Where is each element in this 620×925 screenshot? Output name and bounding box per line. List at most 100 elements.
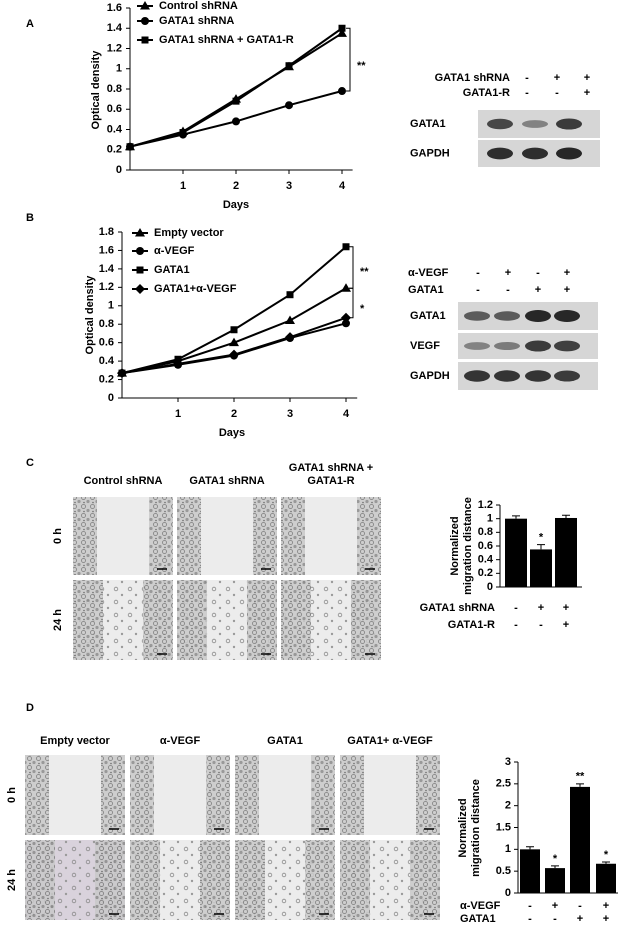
condition-sign: + [563,619,569,631]
column-title: GATA1 [267,735,303,747]
condition-sign: + [584,87,590,99]
panel-label: D [26,702,34,714]
legend-marker [135,228,145,237]
y-tick-label: 1.5 [496,821,511,833]
condition-label: GATA1 shRNA [435,72,510,84]
y-tick-label: 0.6 [107,103,122,115]
legend-label: GATA1+α-VEGF [154,283,237,295]
error-bar [562,514,570,518]
bar [520,849,540,893]
legend-marker [136,266,144,274]
cell-edge [305,840,335,920]
blot-band [487,147,513,160]
data-point [338,24,346,32]
error-bar [512,515,520,519]
y-tick-label: 0.2 [478,567,493,579]
x-tick-label: 4 [343,408,350,420]
blot-band [494,370,520,382]
cell-edge [235,755,259,835]
error-bar [551,865,559,869]
condition-label: GATA1 shRNA [420,602,495,614]
error-bar [602,861,610,864]
blot-band [487,118,513,130]
panel-label: A [26,18,34,30]
column-title: GATA1 shRNA [189,475,265,487]
condition-sign: - [514,619,518,631]
y-tick-label: 1.8 [99,226,114,238]
y-tick-label: 0.6 [478,540,493,552]
data-point [341,283,351,292]
cell-edge [149,497,173,575]
panel-label: C [26,457,34,469]
cell-edge [351,580,381,660]
data-point [342,243,350,251]
condition-sign: + [554,72,560,84]
data-point [230,326,238,334]
condition-sign: - [476,284,480,296]
blot-band [525,370,551,382]
condition-sign: - [514,602,518,614]
legend-marker [140,1,150,10]
y-tick-label: 0.4 [478,554,494,566]
condition-sign: - [555,87,559,99]
blot-band [494,311,520,321]
data-point [285,101,293,110]
bracket [346,27,351,92]
legend-label: GATA1 [154,264,190,276]
y-axis-label: Normalized migration distance [457,779,482,877]
cell-edge [340,755,364,835]
column-title: GATA1+ α-VEGF [347,735,433,747]
cell-edge [281,580,311,660]
legend-label: Control shRNA [159,0,238,12]
y-tick-label: 0 [108,392,114,404]
column-title: GATA1 shRNA + GATA1-R [288,462,374,487]
data-point [286,291,294,299]
blot-band [525,310,551,322]
data-point [232,117,240,126]
y-tick-label: 1.4 [99,263,115,275]
cell-edge [416,755,440,835]
blot-band [556,118,582,130]
condition-label: GATA1 [460,913,496,925]
data-point [117,368,127,379]
y-tick-label: 0.4 [107,123,123,135]
significance: ** [360,266,369,278]
x-tick-label: 4 [339,180,346,192]
x-axis-label: Days [219,427,245,439]
cell-edge [340,840,370,920]
legend-label: GATA1 shRNA + GATA1-R [159,34,294,46]
y-tick-label: 0.6 [99,337,114,349]
data-point [229,337,239,347]
blot-band [554,370,580,382]
x-tick-label: 3 [286,180,292,192]
blot-band [464,370,490,382]
error-bar [526,846,534,850]
y-tick-label: 0 [487,581,493,593]
blot-band [525,340,551,352]
cell-edge [130,840,160,920]
condition-sign: + [564,267,570,279]
y-tick-label: 0.2 [107,144,122,156]
y-axis-label: Normalized migration distance [449,497,474,595]
cell-edge [143,580,173,660]
significance: * [553,853,558,865]
band-label: GAPDH [410,370,450,382]
band-label: GATA1 [410,310,446,322]
y-tick-label: 2.5 [496,778,511,790]
data-point [229,349,239,360]
significance: * [360,303,365,315]
cell-edge [177,580,207,660]
y-tick-label: 1.4 [107,22,123,34]
condition-sign: - [528,913,532,925]
cell-edge [281,497,305,575]
blot-band [554,340,580,352]
blot-band [522,147,548,160]
bar [530,549,552,587]
error-bar [537,544,545,550]
data-point [342,319,350,328]
condition-sign: + [538,602,544,614]
condition-sign: - [525,72,529,84]
condition-sign: - [539,619,543,631]
band-label: GAPDH [410,147,450,159]
